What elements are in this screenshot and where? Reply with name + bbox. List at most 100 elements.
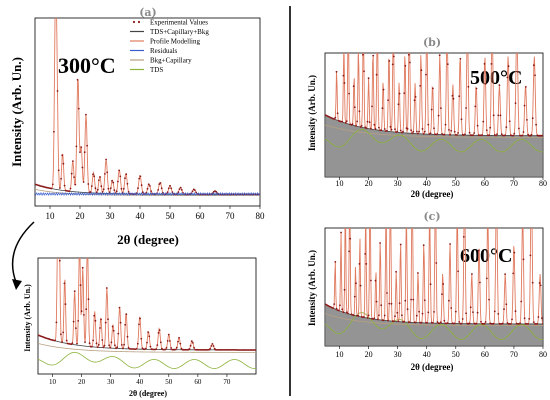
experimental-point xyxy=(126,335,129,338)
experimental-point xyxy=(60,177,62,180)
experimental-point xyxy=(465,312,467,315)
experimental-point xyxy=(522,258,525,261)
experimental-point xyxy=(170,347,173,349)
experimental-point xyxy=(158,183,161,186)
experimental-point xyxy=(99,327,101,329)
experimental-point xyxy=(158,329,161,331)
experimental-point xyxy=(429,132,432,135)
experimental-point xyxy=(179,342,182,345)
experimental-point xyxy=(366,316,369,319)
experimental-point xyxy=(475,87,478,90)
experimental-point xyxy=(140,337,143,340)
experimental-point xyxy=(402,130,404,133)
experimental-point xyxy=(112,181,115,184)
experimental-point xyxy=(376,318,379,321)
experimental-point xyxy=(70,343,73,346)
experimental-point xyxy=(454,310,457,313)
x-tick-label: 40 xyxy=(136,378,144,386)
experimental-point xyxy=(177,340,179,343)
experimental-point xyxy=(421,127,424,130)
experimental-point xyxy=(421,312,424,315)
experimental-point xyxy=(160,187,163,190)
experimental-point xyxy=(440,107,442,109)
experimental-point xyxy=(75,145,78,148)
experimental-point xyxy=(348,92,350,95)
experimental-point xyxy=(148,335,151,338)
experimental-point xyxy=(394,128,396,131)
experimental-point xyxy=(138,177,141,180)
experimental-point xyxy=(460,322,463,325)
experimental-point xyxy=(334,116,337,119)
panel-inset-frame xyxy=(37,257,257,375)
legend-swatch xyxy=(132,20,136,24)
experimental-point xyxy=(518,127,520,130)
experimental-point xyxy=(335,307,338,310)
experimental-point xyxy=(117,180,119,183)
experimental-point xyxy=(526,119,528,121)
experimental-point xyxy=(157,189,160,191)
x-tick-label: 20 xyxy=(365,350,373,359)
experimental-point xyxy=(119,321,122,324)
experimental-point xyxy=(334,261,337,263)
experimental-point xyxy=(388,60,391,62)
panel-a-frame xyxy=(34,17,261,207)
experimental-point xyxy=(483,322,486,325)
experimental-point xyxy=(436,321,439,323)
experimental-point xyxy=(86,241,88,243)
experimental-point xyxy=(446,44,448,46)
panel-inset-ylabel: Intensity (Arb. Un.) xyxy=(23,284,32,352)
experimental-point xyxy=(472,134,474,137)
experimental-point xyxy=(480,320,482,323)
experimental-point xyxy=(339,304,341,307)
profile-modelling-line xyxy=(35,18,260,195)
experimental-point xyxy=(189,344,192,347)
experimental-point xyxy=(452,97,455,100)
experimental-point xyxy=(446,63,449,66)
experimental-point xyxy=(398,92,401,95)
experimental-point xyxy=(449,133,451,136)
experimental-point xyxy=(367,314,370,317)
experimental-point xyxy=(165,347,168,349)
experimental-point xyxy=(497,313,500,315)
experimental-point xyxy=(370,279,372,282)
experimental-point xyxy=(444,123,447,126)
experimental-point xyxy=(104,173,106,175)
experimental-point xyxy=(84,341,86,343)
experimental-point xyxy=(457,132,459,134)
experimental-point xyxy=(536,322,539,325)
tds-line xyxy=(325,128,543,153)
experimental-point xyxy=(401,314,403,317)
x-tick-label: 10 xyxy=(49,378,57,386)
experimental-point xyxy=(528,318,531,320)
experimental-point xyxy=(403,320,406,323)
experimental-point xyxy=(91,345,93,348)
experimental-point xyxy=(72,320,75,323)
experimental-point xyxy=(170,187,173,190)
experimental-point xyxy=(357,49,359,51)
experimental-point xyxy=(542,134,543,137)
experimental-point xyxy=(155,348,158,350)
experimental-point xyxy=(409,321,411,323)
experimental-point xyxy=(332,307,334,309)
experimental-point xyxy=(368,121,371,123)
experimental-point xyxy=(488,298,490,301)
x-tick-label: 80 xyxy=(539,179,547,188)
experimental-point xyxy=(409,61,411,64)
experimental-point xyxy=(399,129,402,132)
experimental-point xyxy=(352,314,355,317)
panel-b-ylabel: Intensity (Arb. Un.) xyxy=(307,75,317,151)
zoom-arrow-icon xyxy=(11,221,35,283)
x-tick-label: 20 xyxy=(78,378,86,386)
experimental-point xyxy=(479,281,481,284)
experimental-point xyxy=(461,318,464,320)
experimental-point xyxy=(101,191,104,193)
experimental-point xyxy=(353,106,356,109)
x-tick-label: 50 xyxy=(452,350,460,359)
experimental-point xyxy=(345,223,347,225)
experimental-point xyxy=(192,342,194,344)
experimental-point xyxy=(64,303,67,305)
experimental-point xyxy=(492,322,495,325)
x-tick-label: 30 xyxy=(394,350,402,359)
experimental-point xyxy=(94,187,97,190)
